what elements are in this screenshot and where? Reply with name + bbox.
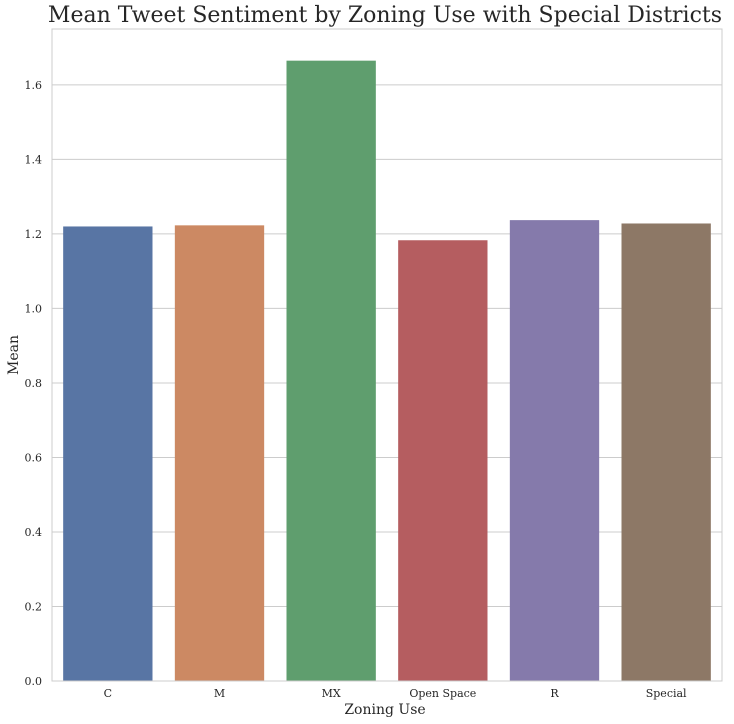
chart-title: Mean Tweet Sentiment by Zoning Use with …: [48, 3, 722, 28]
x-tick-label: M: [214, 687, 225, 700]
x-tick-label: MX: [322, 687, 341, 700]
bar-special: [621, 223, 711, 681]
x-tick-label: R: [550, 687, 559, 700]
bar-open-space: [398, 240, 488, 682]
x-axis-ticks: C M MX Open Space R Special: [104, 687, 687, 700]
x-axis-label: Zoning Use: [344, 702, 425, 718]
y-axis-ticks: 0.0 0.2 0.4 0.6 0.8 1.0 1.2 1.4 1.6: [25, 79, 43, 688]
y-tick-label: 1.4: [25, 153, 43, 166]
y-axis-label: Mean: [6, 335, 22, 375]
bar-mx: [286, 60, 376, 681]
y-tick-label: 1.6: [25, 79, 43, 92]
y-tick-label: 0.8: [25, 377, 43, 390]
plot-frame: [51, 28, 723, 682]
x-tick-label: C: [104, 687, 112, 700]
x-tick-label: Open Space: [409, 687, 476, 700]
bar-m: [174, 225, 265, 681]
bar-c: [63, 226, 153, 681]
bars: [63, 60, 711, 682]
y-tick-label: 0.0: [25, 675, 43, 688]
y-tick-label: 0.6: [25, 451, 43, 464]
gridlines: [52, 84, 722, 682]
y-tick-label: 1.0: [25, 302, 43, 315]
y-tick-label: 0.2: [25, 600, 43, 613]
y-tick-label: 0.4: [25, 526, 43, 539]
bar-r: [509, 220, 600, 681]
y-tick-label: 1.2: [25, 228, 43, 241]
x-tick-label: Special: [646, 687, 687, 700]
